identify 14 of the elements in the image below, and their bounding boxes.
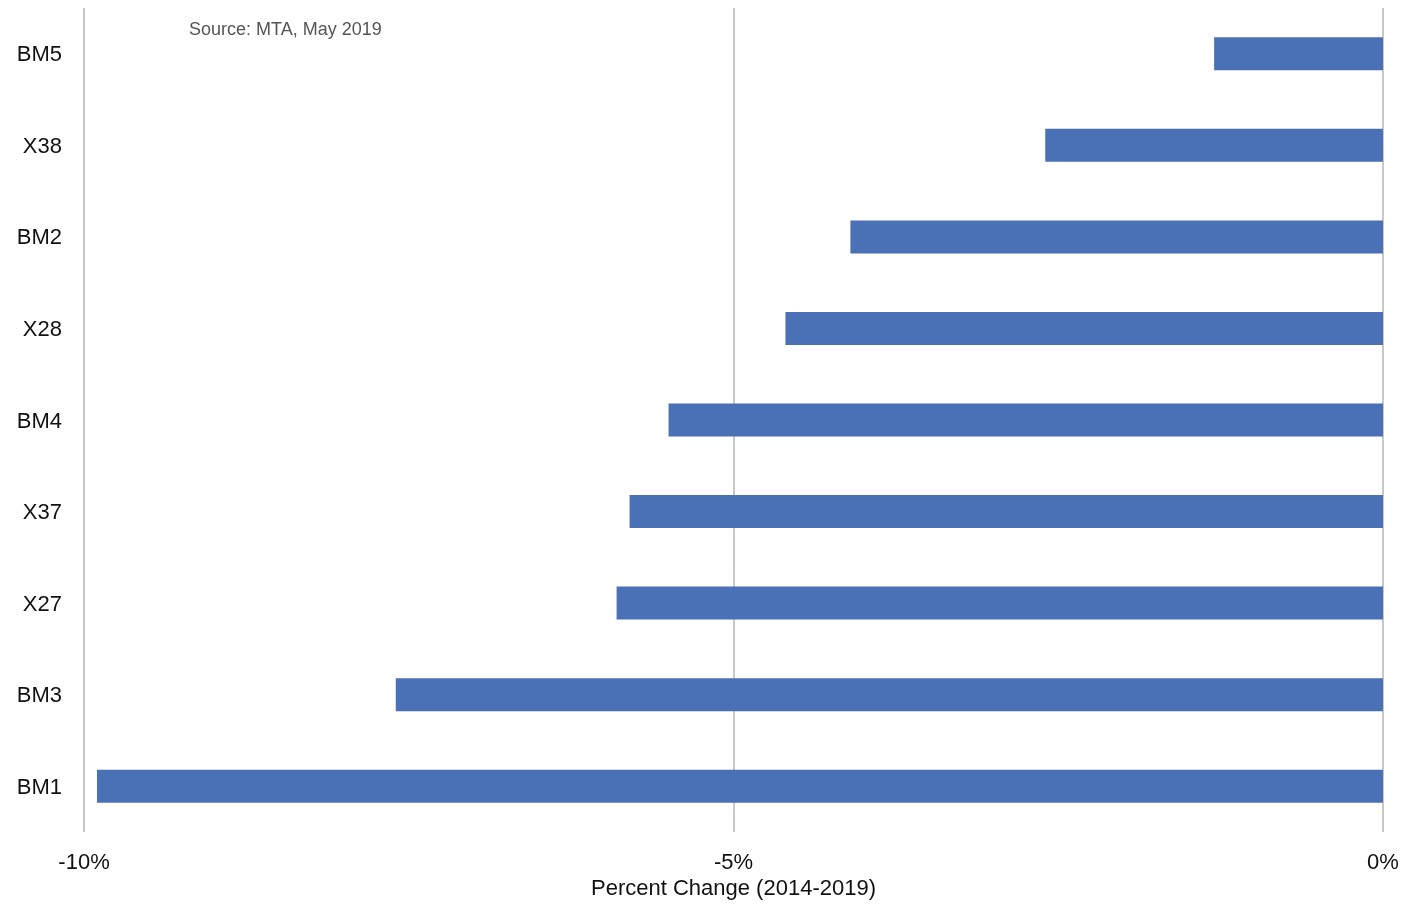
y-tick-label: BM4 — [16, 407, 62, 433]
annotation: Source: MTA, May 2019 — [189, 19, 382, 39]
x-axis-title: Percent Change (2014-2019) — [591, 875, 876, 901]
x-tick-label: -5% — [713, 848, 754, 874]
y-tick-label: X27 — [22, 590, 62, 616]
x-tick-label: -10% — [58, 848, 110, 874]
x-tick-label: 0% — [1367, 848, 1399, 874]
y-tick-label: BM2 — [16, 224, 62, 250]
y-tick-label: BM5 — [16, 41, 62, 67]
y-tick-label: X37 — [22, 499, 62, 525]
y-tick-label: BM1 — [16, 773, 62, 799]
y-tick-label: X38 — [22, 132, 62, 158]
y-tick-label: BM3 — [16, 682, 62, 708]
y-tick-label: X28 — [22, 315, 62, 341]
